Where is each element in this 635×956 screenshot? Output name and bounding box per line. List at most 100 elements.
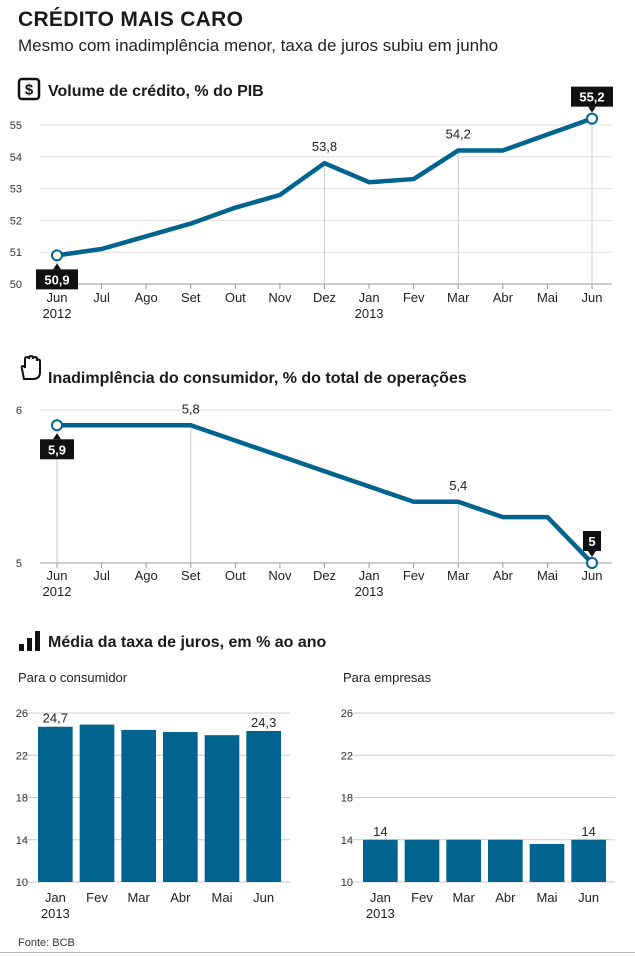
dollar-icon: $ <box>17 77 41 101</box>
line1-x-tick-label: Dez <box>313 290 336 305</box>
source-note: Fonte: BCB <box>18 937 75 949</box>
bar1-bar <box>204 735 240 882</box>
bar1-bar <box>38 726 73 882</box>
bar2-x-tick-label: Fev <box>411 890 433 905</box>
bar1-bar <box>163 732 198 882</box>
bar1-bar <box>79 724 115 882</box>
bar2-y-tick-label: 22 <box>341 750 353 762</box>
bar1-value-label: 24,3 <box>251 715 276 730</box>
bar2-value-label: 14 <box>373 824 387 839</box>
line2-x-tick-label: Nov <box>268 568 292 583</box>
line2-value-box <box>40 439 74 460</box>
line2-x-tick-label: Set <box>181 568 201 583</box>
bar2-bar <box>404 839 440 882</box>
line1-value-label: 50,9 <box>44 272 69 287</box>
bar1-x-tick-label: Abr <box>170 890 191 905</box>
line2-value-box-pointer <box>588 551 596 557</box>
line2-value-label: 5,4 <box>449 478 467 493</box>
page-title: CRÉDITO MAIS CARO <box>18 8 244 31</box>
line2-x-tick-label: Jun <box>47 568 68 583</box>
line2-data-point <box>586 557 598 569</box>
line1-x-tick-label: Jul <box>93 290 110 305</box>
bar1-year-label: 2013 <box>41 906 70 921</box>
bar1-y-tick-label: 18 <box>16 793 28 805</box>
bar2-bar <box>571 839 606 882</box>
bar1-y-tick-label: 14 <box>16 835 28 847</box>
line1-value-box-pointer <box>588 106 596 113</box>
bar2-y-tick-label: 18 <box>341 793 353 805</box>
line2-value-label: 5 <box>588 534 595 549</box>
line2-x-tick-label: Mai <box>537 568 558 583</box>
line1-y-tick-label: 53 <box>10 184 22 196</box>
line1-x-tick-label: Nov <box>268 290 292 305</box>
bar1-y-tick-label: 10 <box>16 877 28 889</box>
line1-x-tick-label: Set <box>181 290 201 305</box>
line1-value-box <box>36 269 78 290</box>
line1-value-label: 53,8 <box>312 139 337 154</box>
svg-text:$: $ <box>25 82 34 99</box>
line1-x-tick-label: Mar <box>447 290 470 305</box>
bar2-x-tick-label: Jan <box>370 890 391 905</box>
bar2-y-tick-label: 14 <box>341 835 353 847</box>
bar1-bar <box>246 730 281 882</box>
line2-value-label: 5,8 <box>182 401 200 416</box>
line1-value-label: 54,2 <box>446 126 471 141</box>
line2-x-tick-label: Mar <box>447 568 470 583</box>
bar1-x-tick-label: Jan <box>45 890 66 905</box>
line2-year-label: 2013 <box>355 584 384 599</box>
line2-x-tick-label: Ago <box>135 568 158 583</box>
line1-value-label: 55,2 <box>579 90 604 105</box>
bar2-y-tick-label: 26 <box>341 708 353 720</box>
line1-y-tick-label: 54 <box>10 152 22 164</box>
line1-year-label: 2013 <box>355 306 384 321</box>
line1-year-label: 2012 <box>43 306 72 321</box>
consumer-subtitle: Para o consumidor <box>18 670 128 685</box>
line1-x-tick-label: Jun <box>47 290 68 305</box>
line1-y-tick-label: 55 <box>10 120 22 132</box>
volume-chart-title: Volume de crédito, % do PIB <box>48 83 264 100</box>
bar2-bar <box>446 839 481 882</box>
line1-x-tick-label: Fev <box>403 290 425 305</box>
bar-chart-icon <box>18 630 42 652</box>
line1-y-tick-label: 50 <box>10 279 22 291</box>
line1-data-point <box>586 112 598 125</box>
bar1-x-tick-label: Fev <box>86 890 108 905</box>
line2-data-point <box>51 419 63 432</box>
bar1-x-tick-label: Mai <box>212 890 233 905</box>
line2-series-line <box>54 423 595 566</box>
line2-value-box <box>583 531 601 551</box>
line2-x-tick-label: Fev <box>403 568 425 583</box>
line2-value-label: 5,9 <box>48 442 66 457</box>
line2-x-tick-label: Abr <box>493 568 514 583</box>
line2-y-tick-label: 6 <box>16 405 22 417</box>
inad-chart-title: Inadimplência do consumidor, % do total … <box>48 370 467 387</box>
line2-x-tick-label: Out <box>225 568 246 583</box>
line1-value-box-pointer <box>53 263 61 270</box>
bar2-year-label: 2013 <box>366 906 395 921</box>
bar1-value-label: 24,7 <box>43 711 68 726</box>
bar2-bar <box>529 843 565 882</box>
bottom-divider <box>0 952 635 953</box>
business-subtitle: Para empresas <box>343 670 432 685</box>
bar2-bar <box>488 839 523 882</box>
line1-data-point <box>51 249 63 262</box>
line1-x-tick-label: Mai <box>537 290 558 305</box>
bar2-y-tick-label: 10 <box>341 877 353 889</box>
bar2-x-tick-label: Jun <box>578 890 599 905</box>
line1-x-tick-label: Jun <box>582 290 603 305</box>
line2-value-box-pointer <box>53 433 61 440</box>
line1-y-tick-label: 52 <box>10 215 22 227</box>
line2-x-tick-label: Dez <box>313 568 336 583</box>
bar2-x-tick-label: Mai <box>537 890 558 905</box>
bar2-value-label: 14 <box>581 824 595 839</box>
page-subtitle: Mesmo com inadimplência menor, taxa de j… <box>18 36 499 55</box>
hand-icon <box>18 354 42 381</box>
bar1-x-tick-label: Mar <box>127 890 150 905</box>
line1-x-tick-label: Out <box>225 290 246 305</box>
bar2-x-tick-label: Abr <box>495 890 516 905</box>
bar2-bar <box>363 839 398 882</box>
line2-x-tick-label: Jul <box>93 568 110 583</box>
line1-value-box <box>571 86 613 107</box>
juros-chart-title: Média da taxa de juros, em % ao ano <box>48 634 327 651</box>
